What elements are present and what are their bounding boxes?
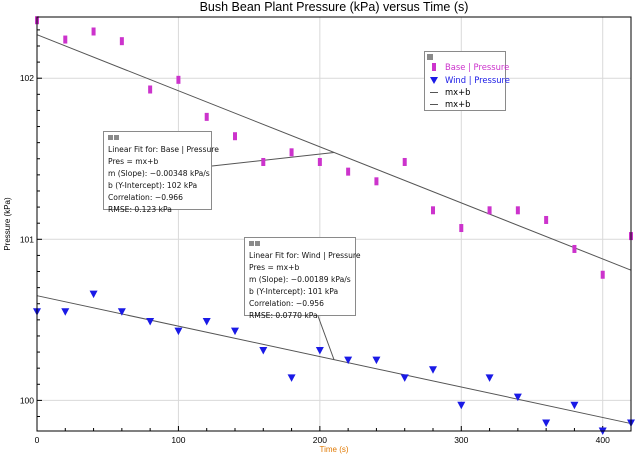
line-marker-icon [429,87,439,97]
data-points [33,16,635,435]
data-point-wind [146,317,155,326]
data-point-base [544,215,549,224]
data-point-base [233,132,237,141]
fit-line-text: RMSE: 0.0770 kPa [249,310,318,320]
options-icon[interactable] [108,135,113,140]
legend-entry-fit-1: mx+b [429,86,470,97]
data-point-base [63,35,68,44]
data-point-wind [457,401,466,410]
x-tick-label: 100 [171,435,185,445]
close-icon[interactable] [114,135,119,140]
data-point-wind [542,419,551,427]
data-point-base [148,85,153,94]
fit-line-text: Linear Fit for: Base | Pressure [108,145,219,154]
leader-line [211,151,335,167]
data-point-wind [117,308,126,316]
legend-label: mx+b [445,98,471,109]
data-point-base [91,27,96,36]
fit-line-text: b (Y-Intercept): 102 kPa [108,180,198,190]
data-point-base [204,112,209,121]
options-icon[interactable] [249,241,254,246]
data-point-wind [202,317,211,326]
legend-label: Base | Pressure [445,61,510,72]
data-point-wind [372,356,381,365]
y-tick-label: 101 [20,234,34,244]
legend-toggle-icon[interactable] [427,54,433,60]
data-point-base [176,75,181,84]
data-point-wind [231,327,239,336]
data-point-base [431,206,435,215]
data-point-base [289,148,294,157]
fit-line-text: Pres = mx+b [108,156,159,166]
data-point-base [600,270,605,279]
leader-line [317,315,335,360]
fit-lines [36,34,632,425]
data-point-base [119,37,124,46]
fit-line-text: b (Y-Intercept): 101 kPa [249,286,339,296]
plot-frame [36,16,632,432]
data-point-base [346,167,351,176]
data-point-wind [429,366,437,374]
fit-line-text: Correlation: −0.956 [249,298,324,308]
bar-marker-icon [429,62,439,72]
data-point-base [515,206,520,215]
data-point-wind [344,356,353,365]
close-icon[interactable] [255,241,260,246]
fit-line-text: RMSE: 0.123 kPa [108,204,172,214]
fit-line-text: Pres = mx+b [249,262,300,272]
data-point-wind [89,290,98,299]
data-point-wind [174,327,183,336]
fit-line-text: m (Slope): −0.00348 kPa/s [108,168,210,178]
triangle-down-icon [429,75,439,85]
data-point-wind [287,374,296,382]
data-point-wind [259,346,268,355]
legend-label: mx+b [445,86,471,97]
fit-line-text: Correlation: −0.966 [108,192,183,202]
data-point-wind [570,401,579,410]
x-axis-label: Time (s) [319,445,348,454]
x-tick-label: 400 [596,435,610,445]
legend[interactable]: Base | Pressure Wind | Pressure mx+b mx+… [424,51,510,111]
leader-lines [211,151,335,360]
fit-box-wind[interactable]: Linear Fit for: Wind | Pressure Pres = m… [244,237,361,320]
fit-box-toolbar[interactable] [108,135,206,143]
x-tick-label: 0 [35,435,40,445]
data-point-base [572,244,577,253]
fit-box-base[interactable]: Linear Fit for: Base | Pressure Pres = m… [103,131,219,214]
line-marker-icon [429,99,439,109]
legend-entry-fit-2: mx+b [429,98,470,109]
grid [36,17,631,431]
x-tick-label: 200 [313,435,327,445]
data-point-base [374,177,379,186]
data-point-base [487,206,492,215]
data-point-base [459,224,464,233]
data-point-wind [400,374,409,382]
legend-entry-base: Base | Pressure [429,61,509,72]
data-point-wind [485,374,494,382]
data-point-base [261,157,266,166]
x-tick-label: 300 [454,435,468,445]
legend-label: Wind | Pressure [445,74,510,85]
y-tick-label: 102 [20,73,34,83]
legend-entry-wind: Wind | Pressure [429,74,510,85]
fit-box-toolbar[interactable] [249,241,350,249]
y-axis-label: Pressure (kPa) [3,197,12,251]
chart-title: Bush Bean Plant Pressure (kPa) versus Ti… [200,0,469,14]
data-point-wind [315,346,324,355]
fit-line-text: Linear Fit for: Wind | Pressure [249,251,361,260]
data-point-wind [61,308,70,316]
fit-line-text: m (Slope): −0.00189 kPa/s [249,274,351,284]
data-point-base [402,157,407,166]
y-tick-label: 100 [20,395,34,405]
data-point-base [317,157,322,166]
data-point-wind [513,393,522,402]
